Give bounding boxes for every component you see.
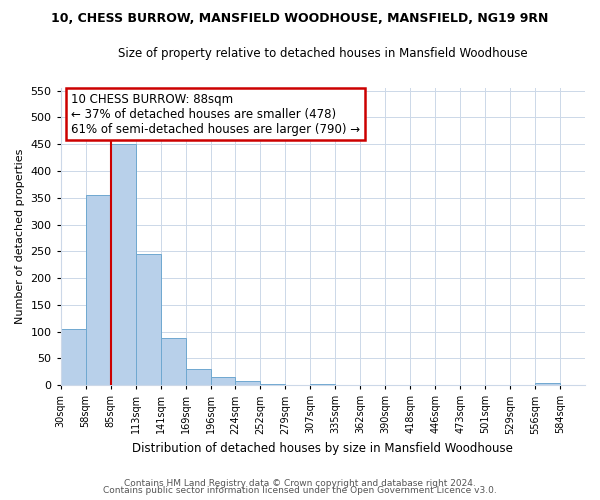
Bar bbox=[211, 377, 235, 385]
Bar bbox=[86, 195, 110, 385]
Bar bbox=[235, 382, 260, 385]
Bar bbox=[535, 383, 560, 385]
Text: 10, CHESS BURROW, MANSFIELD WOODHOUSE, MANSFIELD, NG19 9RN: 10, CHESS BURROW, MANSFIELD WOODHOUSE, M… bbox=[52, 12, 548, 26]
Bar bbox=[310, 384, 335, 385]
X-axis label: Distribution of detached houses by size in Mansfield Woodhouse: Distribution of detached houses by size … bbox=[133, 442, 513, 455]
Bar bbox=[110, 144, 136, 385]
Bar bbox=[161, 338, 185, 385]
Text: Contains HM Land Registry data © Crown copyright and database right 2024.: Contains HM Land Registry data © Crown c… bbox=[124, 478, 476, 488]
Bar bbox=[136, 254, 161, 385]
Bar bbox=[61, 329, 86, 385]
Text: 10 CHESS BURROW: 88sqm
← 37% of detached houses are smaller (478)
61% of semi-de: 10 CHESS BURROW: 88sqm ← 37% of detached… bbox=[71, 92, 361, 136]
Text: Contains public sector information licensed under the Open Government Licence v3: Contains public sector information licen… bbox=[103, 486, 497, 495]
Y-axis label: Number of detached properties: Number of detached properties bbox=[15, 149, 25, 324]
Title: Size of property relative to detached houses in Mansfield Woodhouse: Size of property relative to detached ho… bbox=[118, 48, 527, 60]
Bar bbox=[260, 384, 286, 385]
Bar bbox=[185, 369, 211, 385]
